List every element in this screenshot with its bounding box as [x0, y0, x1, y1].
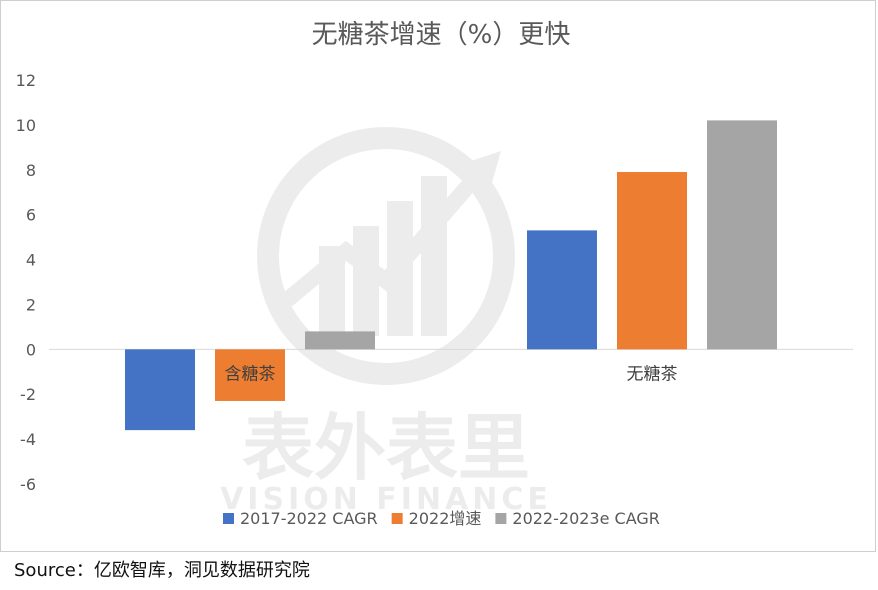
source-note: Source：亿欧智库，洞见数据研究院: [14, 560, 310, 581]
legend-label: 2017-2022 CAGR: [240, 509, 378, 528]
bar-2-2: [617, 172, 687, 350]
watermark-text-en: VISION FINANCE: [220, 482, 552, 517]
category-labels: 含糖茶 无糖茶: [225, 364, 678, 384]
legend-label: 2022增速: [409, 509, 482, 528]
bars-group: [125, 120, 777, 431]
y-tick-label: 4: [26, 251, 36, 270]
y-tick-label: -2: [20, 385, 36, 404]
watermark-text-cn: 表外表里: [242, 406, 530, 490]
y-tick-label: 10: [16, 116, 36, 135]
y-tick-label: 2: [26, 295, 36, 314]
bar-chart: 表外表里 VISION FINANCE 无糖茶增速（%）更快 121086420…: [16, 20, 853, 528]
y-axis-ticks: 12 10 8 6 4 2 0 -2 -4 -6: [16, 71, 36, 494]
y-tick-label: -6: [20, 475, 36, 494]
legend-label: 2022-2023e CAGR: [512, 509, 660, 528]
bar-1-2: [527, 230, 597, 350]
y-tick-label: 8: [26, 161, 36, 180]
y-tick-label: 0: [26, 340, 36, 359]
chart-frame: 表外表里 VISION FINANCE 无糖茶增速（%）更快 12 10 8 6 4 2 0…: [0, 0, 876, 552]
legend-swatch: [223, 513, 234, 524]
bar-1-1: [125, 349, 195, 431]
watermark-logo: 表外表里 VISION FINANCE: [220, 127, 552, 517]
chart-title: 无糖茶增速（%）更快: [312, 20, 571, 50]
bar-3-2: [707, 120, 777, 350]
legend-swatch: [391, 513, 403, 524]
y-tick-label: 12: [16, 71, 36, 90]
category-label: 无糖茶: [627, 364, 678, 384]
legend: 2017-2022 CAGR 2022增速 2022-2023e CAGR: [223, 509, 660, 528]
legend-swatch: [495, 513, 507, 524]
y-tick-label: -4: [20, 430, 36, 449]
category-label: 含糖茶: [225, 364, 276, 384]
bar-2-1: [215, 349, 285, 401]
bar-3-1: [305, 331, 375, 350]
y-tick-label: 6: [26, 206, 36, 225]
